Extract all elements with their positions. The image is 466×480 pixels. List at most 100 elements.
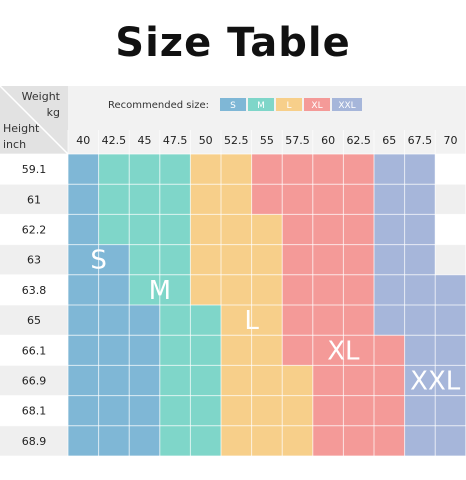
size-cell <box>312 274 344 305</box>
size-cell <box>343 395 374 426</box>
size-cell <box>404 335 436 366</box>
height-row-label: 66.9 <box>22 375 47 388</box>
size-cell <box>404 365 436 396</box>
size-cell <box>68 154 99 185</box>
size-cell <box>312 425 344 456</box>
table-header: Weight kg Height inch Recommended size: S M L XL… <box>0 85 466 155</box>
table-cells <box>0 154 466 456</box>
size-cell <box>282 335 313 366</box>
size-cell <box>312 305 344 336</box>
zone-label-m: M <box>149 276 171 306</box>
size-cell <box>251 154 283 185</box>
size-cell <box>159 154 191 185</box>
height-row-bg <box>0 425 68 456</box>
size-cell <box>374 244 405 275</box>
height-row-bg <box>0 154 68 185</box>
height-row-bg <box>0 365 68 396</box>
legend-label: Recommended size: <box>108 100 209 111</box>
size-cell <box>68 274 99 305</box>
size-cell <box>343 244 374 275</box>
size-cell <box>251 425 283 456</box>
size-cell <box>221 335 252 366</box>
size-cell <box>98 274 130 305</box>
size-cell <box>190 305 221 336</box>
zone-labels: S M L XL XXL <box>90 246 460 397</box>
size-cell <box>129 305 160 336</box>
size-cell <box>190 395 221 426</box>
corner-diagonal <box>0 85 69 155</box>
size-cell <box>129 244 160 275</box>
size-cell <box>190 274 221 305</box>
legend-text-xxl: XXL <box>338 101 355 111</box>
size-cell <box>404 425 436 456</box>
size-cell <box>98 244 130 275</box>
height-row-label: 68.9 <box>22 435 47 448</box>
size-cell <box>435 214 466 245</box>
legend-text-s: S <box>230 101 236 111</box>
size-cell <box>404 274 436 305</box>
size-cell <box>282 305 313 336</box>
size-cell <box>221 154 252 185</box>
size-cell <box>159 274 191 305</box>
size-cell <box>159 425 191 456</box>
size-cell <box>343 274 374 305</box>
weight-col-label: 50 <box>199 134 213 147</box>
size-cell <box>221 425 252 456</box>
size-cell <box>251 335 283 366</box>
size-cell <box>282 425 313 456</box>
height-row-label: 66.1 <box>22 344 47 357</box>
height-row-label: 63 <box>27 254 41 267</box>
size-cell <box>159 365 191 396</box>
zone-label-xl: XL <box>327 336 360 366</box>
size-cell <box>221 184 252 215</box>
size-cell <box>435 395 466 426</box>
size-cell <box>435 184 466 215</box>
size-cell <box>435 365 466 396</box>
weight-col-label: 45 <box>138 134 152 147</box>
size-cell <box>374 335 405 366</box>
size-cell <box>68 335 99 366</box>
size-cell <box>374 425 405 456</box>
size-cell <box>374 184 405 215</box>
size-cell <box>221 274 252 305</box>
height-row-bg <box>0 244 68 275</box>
weight-col-label: 65 <box>382 134 396 147</box>
size-cell <box>159 214 191 245</box>
header-band <box>68 86 466 154</box>
size-cell <box>435 305 466 336</box>
weight-col-label: 67.5 <box>408 134 433 147</box>
size-cell <box>251 395 283 426</box>
height-row-label: 62.2 <box>22 224 47 237</box>
size-cell <box>68 365 99 396</box>
size-cell <box>159 244 191 275</box>
size-cell <box>282 244 313 275</box>
size-cell <box>312 395 344 426</box>
weight-col-label: 42.5 <box>102 134 127 147</box>
size-cell <box>312 365 344 396</box>
legend-swatch-xl <box>304 98 330 111</box>
axis-labels: 40 42.5 45 47.5 50 52.5 55 57.5 60 62.5 65 67.5 70 59… <box>22 134 458 448</box>
size-cell <box>374 154 405 185</box>
size-cell <box>159 305 191 336</box>
size-cell <box>312 184 344 215</box>
weight-col-label: 60 <box>321 134 335 147</box>
size-cell <box>374 214 405 245</box>
size-cell <box>221 244 252 275</box>
size-cell <box>98 154 130 185</box>
size-cell <box>435 274 466 305</box>
size-cell <box>68 244 99 275</box>
weight-col-label: 55 <box>260 134 274 147</box>
height-row-bg <box>0 184 68 215</box>
size-cell <box>190 154 221 185</box>
weight-col-label: 47.5 <box>163 134 188 147</box>
weight-label: Weight <box>22 90 61 103</box>
size-cell <box>190 214 221 245</box>
size-cell <box>251 274 283 305</box>
size-cell <box>251 184 283 215</box>
size-cell <box>404 305 436 336</box>
legend-swatch-xxl <box>332 98 362 111</box>
size-cell <box>282 365 313 396</box>
size-cell <box>282 154 313 185</box>
